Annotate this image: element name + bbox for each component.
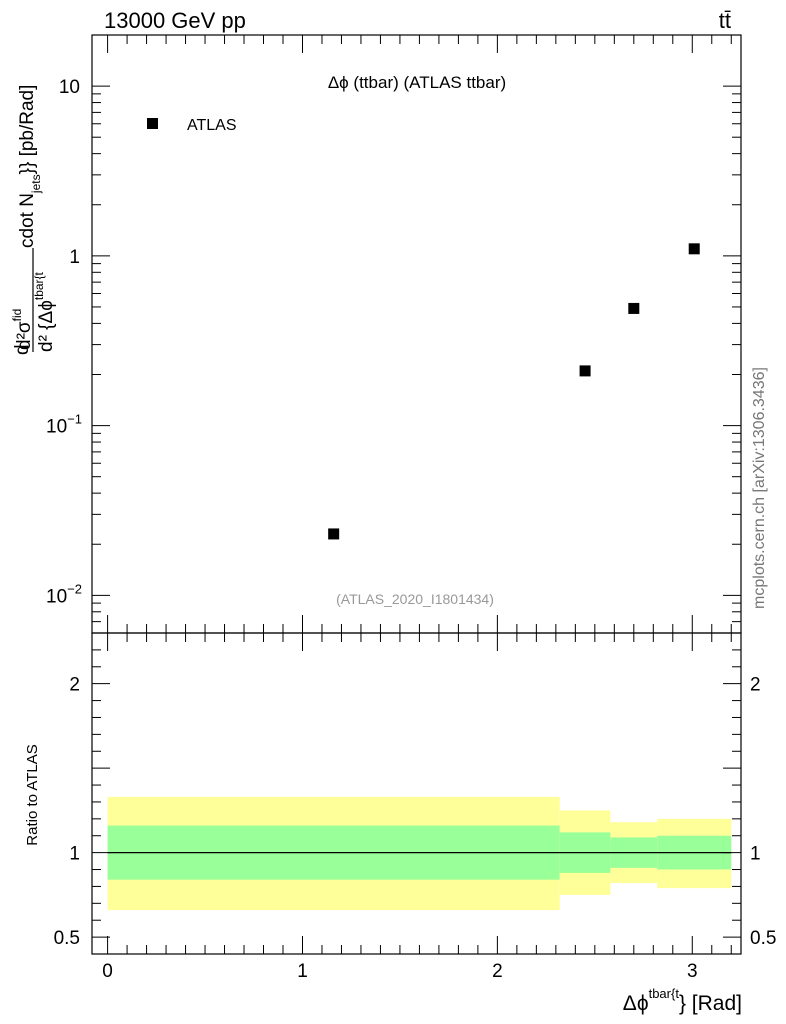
- legend-label: ATLAS: [187, 117, 237, 134]
- ratio-ytick-label-left: 1: [69, 844, 80, 865]
- ratio-frame: [91, 632, 742, 955]
- data-point: [328, 528, 340, 540]
- ratio-xtick-label: 0: [102, 961, 113, 982]
- legend-marker: [147, 118, 158, 129]
- ratio-ytick-label-right: 0.5: [750, 928, 776, 949]
- main-ytick-label: 10−2: [46, 581, 82, 607]
- main-axis-ticks: 10 1 10−1 10−2: [46, 34, 741, 634]
- side-label: mcplots.cern.ch [arXiv:1306.3436]: [751, 367, 768, 609]
- main-data-points: [328, 243, 700, 540]
- ratio-ytick-label-left: 0.5: [54, 928, 80, 949]
- ratio-ytick-label-right: 1: [750, 844, 761, 865]
- data-point: [688, 243, 700, 255]
- ratio-bands: [107, 796, 732, 911]
- ratio-ylabel: Ratio to ATLAS: [24, 744, 41, 845]
- ratio-ytick-label-left: 2: [69, 675, 80, 696]
- analysis-watermark: (ATLAS_2020_I1801434): [336, 591, 494, 607]
- ratio-xtick-label: 1: [297, 961, 308, 982]
- energy-label: 13000 GeV pp: [104, 8, 246, 33]
- ratio-axis-ticks: 2 2 1 1 0.5 0.5 0 1 2 3: [54, 632, 776, 982]
- main-title: Δϕ (ttbar) (ATLAS ttbar): [328, 73, 506, 92]
- main-ytick-label: 1: [69, 247, 80, 268]
- ylabel-tail: cdot Njets}} [pb/Rad]: [17, 85, 43, 248]
- ylabel-denominator: d² {Δϕtbar{t: [32, 271, 57, 352]
- ylabel-numerator: d²σfid: [10, 309, 35, 350]
- ratio-xtick-label: 3: [687, 961, 698, 982]
- data-point: [628, 302, 640, 314]
- process-label: tt̄: [719, 8, 731, 33]
- main-ytick-label: 10−1: [46, 412, 82, 438]
- ratio-xtick-label: 2: [492, 961, 503, 982]
- ratio-xlabel: Δϕtbar{t} [Rad]: [623, 986, 742, 1015]
- data-point: [579, 365, 591, 377]
- ratio-ytick-label-right: 2: [750, 675, 761, 696]
- main-ylabel: d d²σfid d² {Δϕtbar{t cdot Njets}} [pb/R…: [10, 85, 57, 355]
- main-ytick-label: 10: [59, 77, 80, 98]
- ylabel-lead: d: [12, 344, 33, 355]
